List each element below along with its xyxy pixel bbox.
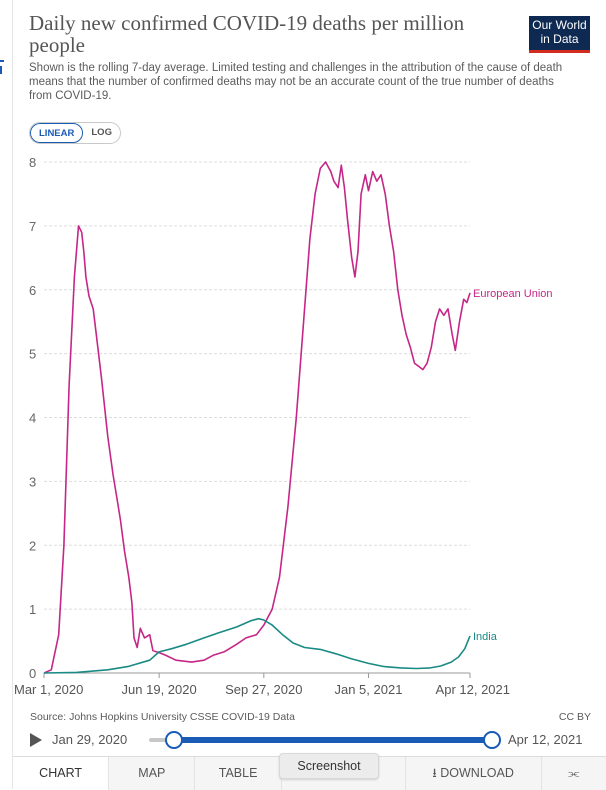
- timeline-start-label: Jan 29, 2020: [52, 732, 128, 747]
- tab-chart[interactable]: CHART: [13, 757, 110, 790]
- series-label-european-union: European Union: [473, 288, 553, 300]
- y-tick-label: 8: [29, 155, 36, 170]
- chart-frame: [12, 0, 606, 789]
- tab-table[interactable]: TABLE: [195, 757, 282, 790]
- chart-title: Daily new confirmed COVID-19 deaths per …: [29, 11, 465, 57]
- tab-download-label: DOWNLOAD: [440, 766, 514, 780]
- screenshot-tooltip: Screenshot: [279, 753, 379, 779]
- y-tick-label: 6: [29, 283, 36, 298]
- y-tick-label: 4: [29, 411, 36, 426]
- scale-toggle[interactable]: LINEAR LOG: [29, 122, 121, 144]
- logo-line-2: in Data: [540, 32, 579, 46]
- y-tick-label: 3: [29, 474, 36, 489]
- timeline-start-handle[interactable]: [165, 731, 183, 749]
- play-button[interactable]: [30, 733, 42, 747]
- line-chart: 0 1 2 3 4 5 6 7 8 Mar 1, 2020 Jun 19, 2020 Sep 27, …: [14, 155, 553, 697]
- x-tick-label: Apr 12, 2021: [436, 682, 510, 697]
- y-tick-label: 0: [29, 666, 36, 681]
- log-scale-button[interactable]: LOG: [91, 127, 112, 138]
- share-button[interactable]: ⫘: [541, 757, 606, 790]
- x-tick-label: Mar 1, 2020: [14, 682, 83, 697]
- source-note: Source: Johns Hopkins University CSSE CO…: [30, 711, 295, 723]
- tab-map[interactable]: MAP: [109, 757, 196, 790]
- logo-line-1: Our World: [532, 18, 587, 32]
- timeline-end-handle[interactable]: [483, 731, 501, 749]
- download-icon: ⭳: [432, 766, 437, 780]
- share-icon: ⫘: [568, 766, 580, 780]
- y-tick-label: 7: [29, 219, 36, 234]
- tab-download[interactable]: ⭳ DOWNLOAD: [405, 757, 542, 790]
- x-tick-label: Sep 27, 2020: [225, 682, 302, 697]
- y-tick-label: 5: [29, 347, 36, 362]
- timeline-end-label: Apr 12, 2021: [508, 732, 583, 747]
- owid-logo[interactable]: Our World in Data: [529, 16, 590, 53]
- chart-subtitle: Shown is the rolling 7-day average. Limi…: [29, 62, 563, 102]
- x-tick-label: Jan 5, 2021: [334, 682, 402, 697]
- y-tick-label: 2: [29, 538, 36, 553]
- y-tick-label: 1: [29, 602, 36, 617]
- linear-scale-button[interactable]: LINEAR: [30, 123, 84, 143]
- series-line-india: [43, 617, 471, 674]
- series-line-european-union: [43, 161, 471, 674]
- edge-marker: [0, 60, 4, 62]
- timeline-range-fill: [174, 737, 492, 743]
- license-link[interactable]: CC BY: [558, 711, 591, 723]
- edge-marker-2: [0, 66, 2, 74]
- series-label-india: India: [473, 631, 498, 643]
- x-tick-label: Jun 19, 2020: [122, 682, 197, 697]
